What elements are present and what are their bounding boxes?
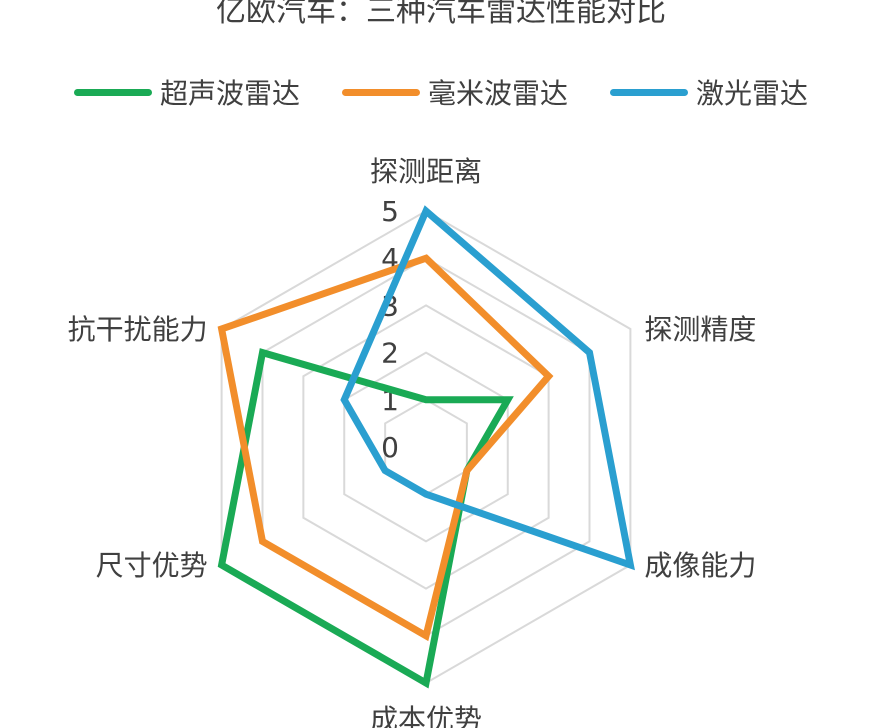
- tick-label: 2: [381, 337, 399, 370]
- legend-swatch: [73, 88, 152, 96]
- legend-label: 激光雷达: [696, 77, 809, 110]
- legend-label: 毫米波雷达: [427, 77, 568, 110]
- axis-label: 成本优势: [370, 703, 482, 728]
- chart-title: 亿欧汽车：三种汽车雷达性能对比: [216, 0, 666, 29]
- axis-label: 探测精度: [644, 313, 756, 346]
- axis-label: 探测距离: [370, 155, 482, 188]
- series-line-2[interactable]: [340, 205, 635, 571]
- grid-ring: [302, 304, 550, 590]
- tick-label: 5: [381, 195, 399, 228]
- radar-series: [217, 205, 635, 689]
- legend-swatch: [610, 88, 688, 96]
- legend-item-ultrasonic[interactable]: 超声波雷达: [73, 72, 300, 112]
- series-line-0[interactable]: [217, 348, 514, 689]
- legend-label: 超声波雷达: [159, 77, 300, 110]
- axis-label: 尺寸优势: [96, 549, 208, 582]
- axis-label: 成像能力: [644, 549, 756, 582]
- legend: 超声波雷达 毫米波雷达 激光雷达: [0, 72, 882, 112]
- axis-label: 抗干扰能力: [68, 313, 208, 346]
- radar-grid: [220, 209, 632, 685]
- series-line-1[interactable]: [217, 254, 554, 642]
- legend-item-millimeter[interactable]: 毫米波雷达: [341, 72, 568, 112]
- legend-swatch: [341, 88, 420, 96]
- grid-ring: [261, 257, 591, 637]
- tick-label: 0: [381, 431, 399, 464]
- grid-ring: [220, 209, 632, 685]
- legend-item-lidar[interactable]: 激光雷达: [610, 72, 808, 112]
